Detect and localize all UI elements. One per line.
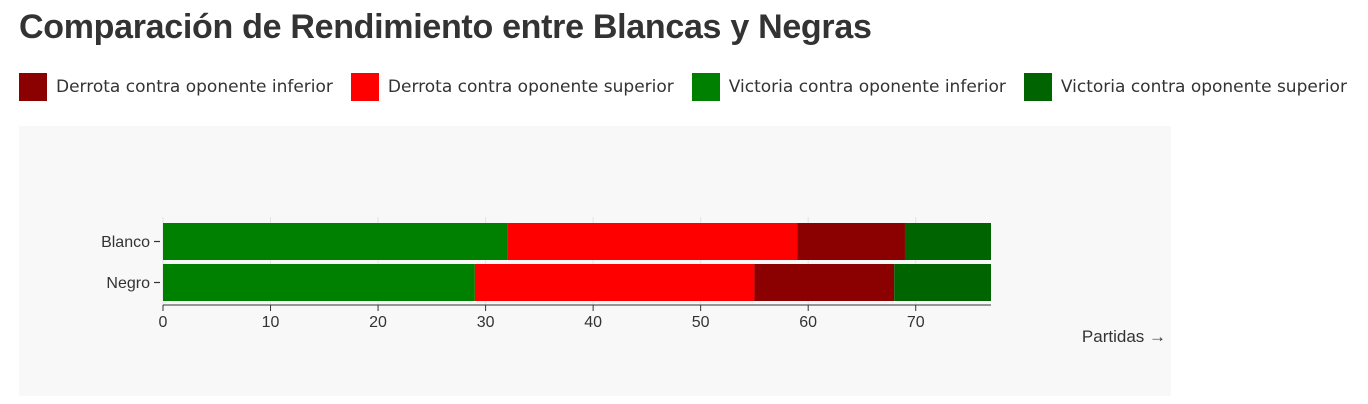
legend-label-derrota-superior: Derrota contra oponente superior bbox=[387, 77, 674, 97]
legend-item-victoria-inferior: Victoria contra oponente inferior bbox=[691, 73, 1006, 101]
x-tick-label-30: 30 bbox=[477, 314, 495, 331]
x-tick-label-0: 0 bbox=[159, 314, 168, 331]
x-tick-label-10: 10 bbox=[262, 314, 280, 331]
legend-item-victoria-superior: Victoria contra oponente superior bbox=[1023, 73, 1347, 101]
bar-blanco-series-0 bbox=[163, 223, 508, 260]
bar-negro-series-0 bbox=[163, 264, 475, 301]
legend-item-derrota-superior: Derrota contra oponente superior bbox=[350, 73, 674, 101]
x-tick-label-60: 60 bbox=[799, 314, 817, 331]
legend-item-derrota-inferior: Derrota contra oponente inferior bbox=[19, 73, 333, 101]
bar-negro-series-3 bbox=[894, 264, 991, 301]
x-tick-label-50: 50 bbox=[692, 314, 710, 331]
bar-blanco-series-1 bbox=[507, 223, 798, 260]
legend-swatch-derrota-inferior bbox=[19, 73, 47, 101]
y-tick-label-blanco: Blanco bbox=[101, 234, 150, 251]
bar-blanco-series-2 bbox=[797, 223, 905, 260]
legend-swatch-derrota-superior bbox=[350, 73, 379, 101]
bar-negro-series-1 bbox=[474, 264, 755, 301]
chart-panel: Blanco Negro 0 10 20 30 40 50 60 70 Partidas → bbox=[19, 126, 1171, 396]
x-tick-label-40: 40 bbox=[584, 314, 602, 331]
legend-label-victoria-superior: Victoria contra oponente superior bbox=[1060, 77, 1347, 97]
y-tick-label-negro: Negro bbox=[106, 275, 150, 292]
x-tick-label-70: 70 bbox=[907, 314, 925, 331]
bar-blanco-series-3 bbox=[904, 223, 991, 260]
x-tick-label-20: 20 bbox=[369, 314, 387, 331]
legend-swatch-victoria-inferior bbox=[691, 73, 720, 101]
bar-negro-series-2 bbox=[754, 264, 895, 301]
chart-legend: Derrota contra oponente inferior Derrota… bbox=[19, 73, 1365, 101]
legend-swatch-victoria-superior bbox=[1023, 73, 1052, 101]
bar-chart: Blanco Negro 0 10 20 30 40 50 60 70 Partidas → bbox=[101, 217, 1166, 346]
legend-label-victoria-inferior: Victoria contra oponente inferior bbox=[728, 77, 1006, 97]
x-axis-label: Partidas → bbox=[1082, 327, 1166, 346]
chart-title: Comparación de Rendimiento entre Blancas… bbox=[19, 8, 872, 46]
legend-label-derrota-inferior: Derrota contra oponente inferior bbox=[56, 77, 333, 97]
